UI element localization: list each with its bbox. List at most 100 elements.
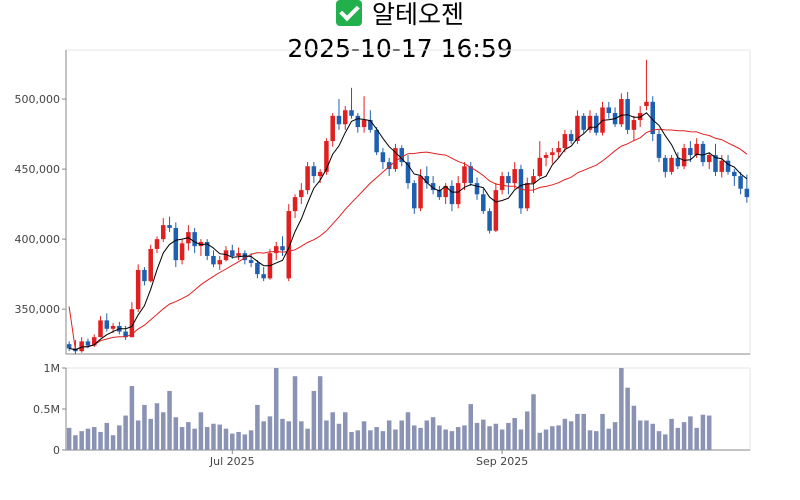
volume-bar <box>273 368 279 450</box>
volume-bar <box>73 435 78 450</box>
candle-body <box>292 197 298 212</box>
candle-up <box>179 239 185 265</box>
candle-body <box>167 225 172 228</box>
volume-bar <box>192 428 197 450</box>
candle-body <box>713 155 718 172</box>
candle-body <box>688 148 693 156</box>
candle-body <box>211 255 216 265</box>
volume-bar <box>663 434 668 450</box>
candle-down <box>66 341 72 352</box>
volume-bar <box>330 412 335 450</box>
candle-down <box>380 148 386 170</box>
candle-body <box>669 157 674 172</box>
volume-bar <box>236 431 241 450</box>
volume-bar <box>142 404 147 450</box>
volume-bar <box>342 412 348 450</box>
price-y-tick-label: 500,000 <box>15 93 61 106</box>
candle-up <box>524 177 530 212</box>
volume-bar <box>556 425 561 450</box>
volume-bar <box>468 404 474 450</box>
candle-body <box>506 176 511 184</box>
candle-body <box>135 269 141 310</box>
chart-datetime: 2025-10-17 16:59 <box>287 34 513 63</box>
candle-down <box>280 236 285 256</box>
volume-bar <box>706 415 712 450</box>
candle-down <box>230 244 235 259</box>
price-axes <box>65 49 751 355</box>
price-y-tick-label: 400,000 <box>15 233 61 246</box>
volume-bar <box>349 431 354 450</box>
candle-body <box>361 120 367 128</box>
volume-bar <box>481 419 486 450</box>
candle-up <box>148 244 153 283</box>
candle-down <box>700 141 706 167</box>
candle-body <box>499 176 505 191</box>
candle-body <box>619 99 624 125</box>
volume-y-tick-label: 0.5M <box>33 403 60 416</box>
volume-bar <box>531 394 536 450</box>
volume-bar <box>66 427 72 450</box>
candle-up <box>562 129 568 153</box>
candle-body <box>286 211 292 279</box>
candle-up <box>669 155 674 175</box>
candle-body <box>681 148 687 167</box>
candle-body <box>204 241 210 256</box>
candle-body <box>299 190 304 198</box>
candle-down <box>255 260 260 279</box>
candle-body <box>675 157 681 167</box>
candle-body <box>330 115 335 142</box>
candle-up <box>537 141 543 178</box>
candle-down <box>656 129 662 163</box>
volume-bar <box>631 405 637 450</box>
candle-body <box>66 344 72 349</box>
candle-body <box>324 141 329 172</box>
volume-bar <box>619 368 624 450</box>
volume-bar <box>512 418 517 450</box>
candle-body <box>412 183 417 209</box>
candle-down <box>355 113 361 133</box>
candle-up <box>217 255 223 270</box>
volume-bar <box>217 424 223 450</box>
candle-body <box>192 232 197 247</box>
volume-y-tick-label: 1M <box>44 362 61 375</box>
volume-bar <box>688 416 693 450</box>
candle-down <box>412 180 417 214</box>
candle-up <box>135 264 141 312</box>
candle-down <box>399 145 404 167</box>
candle-up <box>267 248 273 280</box>
volume-bar <box>223 428 229 450</box>
candle-down <box>738 171 743 195</box>
x-axis-ticks: Jul 2025 Sep 2025 <box>209 450 528 468</box>
candle-body <box>732 171 737 177</box>
volume-bar <box>361 421 367 450</box>
candle-body <box>700 143 706 163</box>
candle-down <box>311 162 317 184</box>
candle-down <box>211 250 216 268</box>
volume-bar <box>117 425 122 450</box>
volume-bar <box>518 429 524 450</box>
candle-down <box>506 171 511 195</box>
volume-bar <box>123 415 128 450</box>
candle-up <box>98 316 103 338</box>
volume-bar <box>455 427 461 450</box>
volume-bar <box>537 432 543 450</box>
candle-down <box>336 99 342 130</box>
volume-bar <box>261 421 266 450</box>
candle-up <box>637 106 643 128</box>
candle-up <box>361 96 367 133</box>
candle-down <box>248 253 254 268</box>
volume-bar <box>355 430 361 450</box>
candle-body <box>719 160 725 172</box>
volume-bar <box>336 423 342 450</box>
candle-down <box>449 180 455 212</box>
candle-body <box>474 183 480 195</box>
candlesticks <box>66 59 750 354</box>
candle-up <box>681 143 687 170</box>
candle-body <box>562 134 568 149</box>
x-tick-label: Jul 2025 <box>209 455 255 468</box>
volume-bar <box>524 411 530 450</box>
candle-up <box>462 162 467 191</box>
candle-down <box>606 101 612 119</box>
candle-body <box>198 241 204 247</box>
candle-body <box>663 157 668 172</box>
